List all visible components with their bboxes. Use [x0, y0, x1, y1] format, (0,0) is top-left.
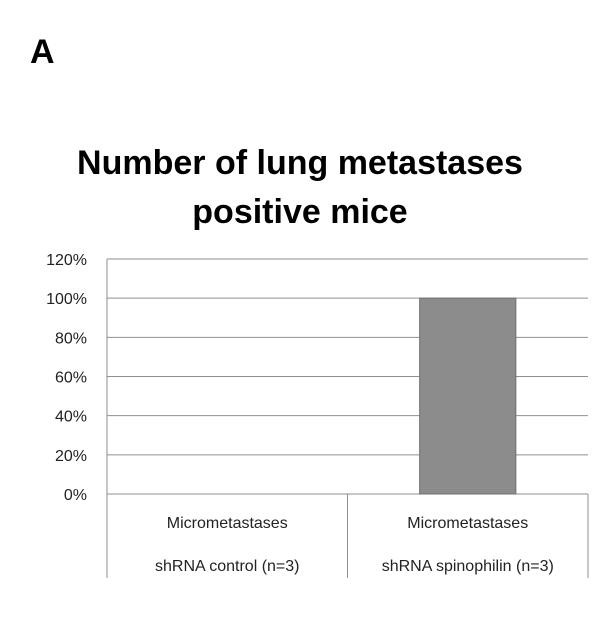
panel-label: A: [30, 33, 55, 71]
y-tick-label: 0%: [64, 487, 87, 504]
bar: [419, 297, 517, 495]
y-tick-label: 100%: [46, 291, 87, 308]
bars: [419, 297, 517, 495]
y-tick-label: 20%: [55, 448, 87, 465]
y-tick-label: 120%: [46, 252, 87, 269]
category-label: shRNA spinophilin (n=3): [382, 558, 554, 575]
y-tick-label: 40%: [55, 409, 87, 426]
y-tick-label: 60%: [55, 370, 87, 387]
chart-title-line-1: Number of lung metastases: [77, 144, 523, 182]
category-label: Micrometastases: [407, 515, 528, 532]
category-label: Micrometastases: [167, 515, 288, 532]
chart-title-line-2: positive mice: [192, 193, 408, 231]
y-tick-label: 80%: [55, 330, 87, 347]
category-label: shRNA control (n=3): [155, 558, 300, 575]
category-labels: Micrometastases shRNA control (n=3) Microm…: [155, 515, 554, 575]
y-tick-labels: 0% 20% 40% 60% 80% 100% 120%: [46, 252, 87, 504]
